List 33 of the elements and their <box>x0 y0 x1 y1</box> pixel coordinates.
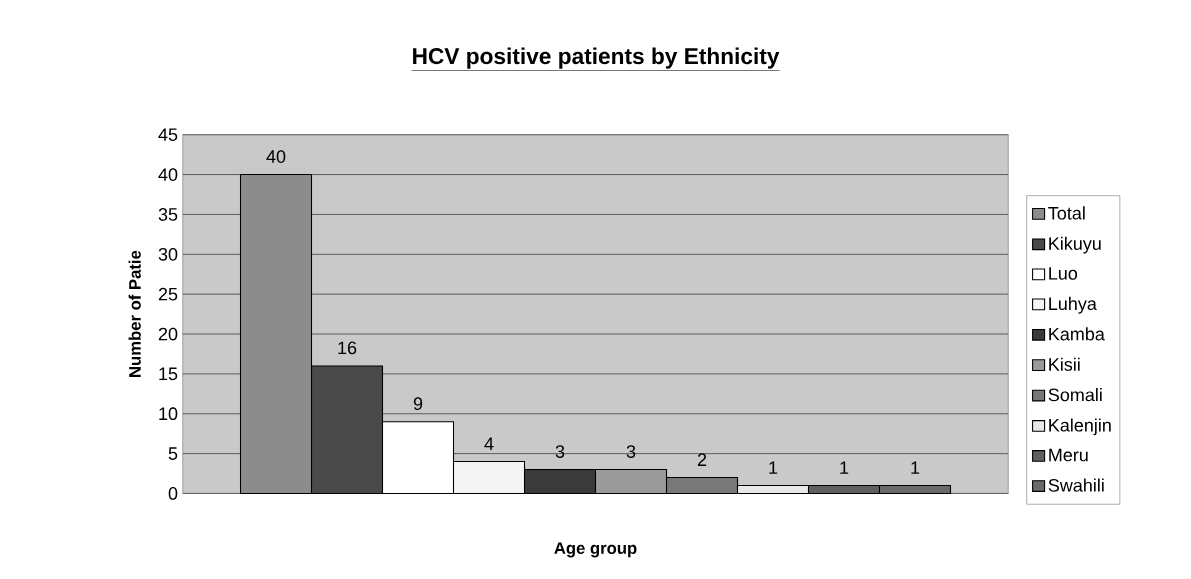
data-label: 16 <box>338 341 357 355</box>
data-label: 1 <box>911 461 920 474</box>
legend-label: Meru <box>1049 448 1088 462</box>
data-label: 1 <box>769 461 778 474</box>
y-tick-label: 40 <box>158 168 178 182</box>
legend-label: Swahili <box>1048 478 1104 492</box>
data-label: 3 <box>626 445 636 458</box>
legend-label: Kisii <box>1049 357 1080 371</box>
legend-label: Kamba <box>1049 327 1105 341</box>
y-axis-title: Number of Patie <box>128 250 141 377</box>
data-label: 9 <box>413 397 423 411</box>
legend-label: Luhya <box>1049 296 1097 314</box>
legend-label: Kikuyu <box>1049 236 1101 254</box>
legend-label: Total <box>1048 206 1085 220</box>
data-label: 40 <box>266 150 286 163</box>
y-tick-label: 0 <box>168 487 178 500</box>
y-tick-label: 45 <box>158 128 178 142</box>
y-tick-label: 20 <box>158 327 178 341</box>
legend-label: Kalenjin <box>1049 418 1111 436</box>
y-tick-label: 25 <box>158 287 178 301</box>
data-label: 4 <box>484 437 494 451</box>
chart-title: HCV positive patients by Ethnicity <box>413 47 780 69</box>
y-tick-label: 15 <box>159 367 178 381</box>
y-tick-label: 30 <box>158 248 178 261</box>
data-label: 3 <box>555 445 565 458</box>
data-label: 2 <box>697 453 707 466</box>
x-axis-title: Age group <box>554 542 637 558</box>
legend-label: Luo <box>1049 267 1078 280</box>
y-tick-label: 35 <box>158 208 178 221</box>
legend-label: Somali <box>1048 388 1102 402</box>
data-label: 1 <box>840 461 849 474</box>
y-tick-label: 10 <box>159 407 178 421</box>
y-tick-label: 5 <box>168 447 178 460</box>
